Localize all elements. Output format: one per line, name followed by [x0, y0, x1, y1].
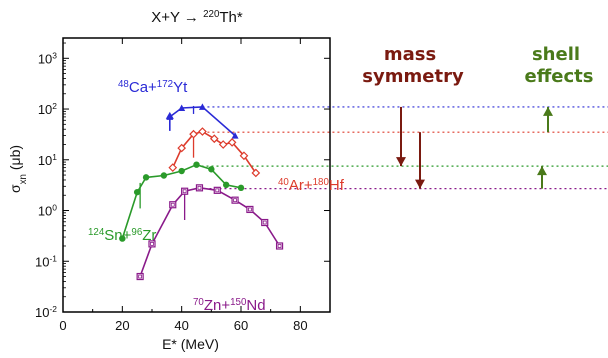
- data-point: [198, 127, 207, 136]
- data-point-inner: [150, 241, 154, 246]
- data-point-inner: [215, 188, 220, 193]
- mass-arrow-1-head: [396, 157, 406, 167]
- x-axis-label: E* (MeV): [162, 336, 219, 352]
- data-point: [261, 218, 269, 227]
- data-point: [246, 205, 254, 214]
- y-tick-label: 103: [38, 50, 57, 66]
- data-point-inner: [182, 189, 187, 194]
- y-tick-label: 100: [38, 203, 57, 219]
- data-point: [208, 166, 215, 173]
- mass-arrow-2-head: [415, 179, 425, 189]
- data-point: [119, 235, 126, 242]
- data-point-inner: [138, 274, 143, 279]
- data-point: [195, 184, 204, 192]
- data-point-inner: [277, 244, 282, 248]
- data-point: [168, 163, 178, 172]
- mass-symmetry-label-line2: symmetry: [362, 66, 464, 87]
- series-label-3: 70Zn+150Nd: [193, 297, 266, 315]
- data-point: [213, 186, 221, 194]
- series-label-1: 40Ar+180Hf: [278, 177, 345, 195]
- data-point: [231, 196, 239, 204]
- series-label-2: 124Sn+96Zr: [88, 227, 156, 245]
- shell-effects-label-line1: shell: [532, 44, 580, 65]
- x-tick-label: 40: [174, 318, 188, 333]
- y-axis-label: σxn (μb): [7, 145, 29, 193]
- data-point: [136, 272, 144, 281]
- data-point: [198, 103, 206, 110]
- shell-arrow-1-head: [543, 106, 553, 116]
- shell-arrow-2-head: [537, 166, 547, 176]
- mass-symmetry-label-line1: mass: [384, 44, 436, 65]
- data-point: [181, 187, 189, 195]
- x-tick-label: 0: [59, 318, 66, 333]
- data-point: [166, 113, 174, 120]
- data-point: [160, 172, 168, 179]
- data-point: [231, 132, 239, 139]
- series-label-0: 48Ca+172Yt: [118, 79, 188, 97]
- y-tick-label: 10-2: [35, 304, 57, 320]
- series-line-3: [139, 186, 281, 277]
- data-point: [169, 201, 177, 209]
- y-tick-label: 101: [38, 152, 57, 168]
- data-point: [251, 168, 261, 178]
- data-point: [222, 181, 230, 189]
- x-tick-label: 80: [293, 318, 307, 333]
- plot-frame: [62, 37, 331, 313]
- y-tick-label: 10-1: [35, 253, 57, 269]
- series-line-0: [169, 106, 236, 137]
- data-point: [193, 161, 200, 168]
- data-point-inner: [170, 202, 175, 207]
- data-point: [142, 174, 150, 181]
- data-point-inner: [262, 220, 267, 225]
- data-point: [178, 167, 185, 175]
- data-point: [218, 140, 228, 149]
- data-point-inner: [247, 207, 252, 212]
- data-point: [209, 134, 219, 144]
- y-tick-label: 102: [38, 101, 57, 117]
- x-tick-label: 20: [115, 318, 129, 333]
- shell-effects-label-line2: effects: [525, 66, 594, 87]
- data-point: [148, 240, 156, 248]
- chart-title: X+Y → 220Th*: [151, 9, 243, 27]
- data-point: [178, 104, 186, 111]
- data-point-inner: [233, 198, 237, 203]
- data-point: [239, 151, 249, 161]
- data-point: [189, 129, 198, 139]
- data-point: [275, 242, 284, 250]
- data-point-inner: [197, 185, 202, 190]
- data-point: [237, 184, 245, 192]
- x-tick-label: 60: [234, 318, 248, 333]
- data-point: [177, 143, 187, 153]
- data-point: [227, 138, 237, 147]
- data-point: [133, 188, 141, 196]
